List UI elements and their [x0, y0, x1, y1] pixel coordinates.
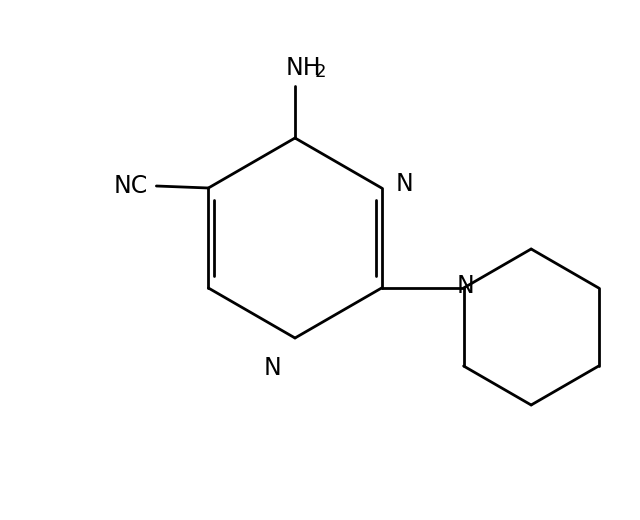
Text: 2: 2 — [314, 63, 326, 81]
Text: NH: NH — [285, 56, 321, 80]
Text: N: N — [263, 356, 281, 380]
Text: N: N — [457, 274, 474, 298]
Text: NC: NC — [113, 174, 148, 198]
Text: N: N — [396, 172, 413, 196]
